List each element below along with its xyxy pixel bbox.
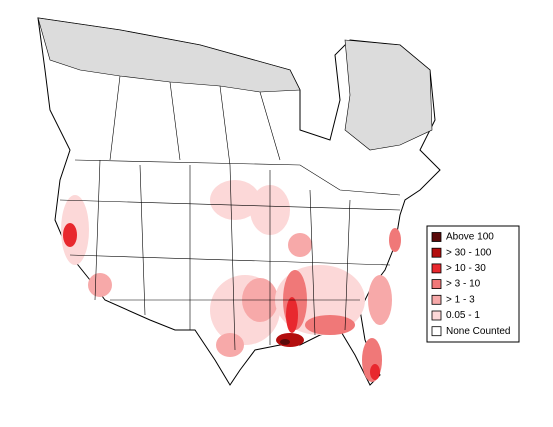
no-data-region <box>344 39 433 151</box>
legend-label: 0.05 - 1 <box>446 310 480 321</box>
legend-swatch <box>431 247 442 258</box>
legend-label: > 3 - 10 <box>446 279 481 290</box>
legend-swatch <box>431 279 442 290</box>
no-data-region <box>37 17 301 93</box>
legend-swatch <box>431 294 442 305</box>
legend-label: Above 100 <box>446 232 494 243</box>
legend-label: > 1 - 3 <box>446 294 475 305</box>
borders <box>59 75 401 351</box>
legend-swatch <box>431 263 442 274</box>
legend-label: > 10 - 30 <box>446 263 486 274</box>
legend-box <box>426 225 520 343</box>
legend: Above 100 > 30 - 100 > 10 - 30 > 3 - 10 > 1 … <box>431 232 511 337</box>
legend-swatch <box>431 326 442 337</box>
legend-label: > 30 - 100 <box>446 247 492 258</box>
legend-swatch <box>431 232 442 242</box>
legend-label: None Counted <box>446 326 511 337</box>
legend-swatch <box>431 310 442 321</box>
